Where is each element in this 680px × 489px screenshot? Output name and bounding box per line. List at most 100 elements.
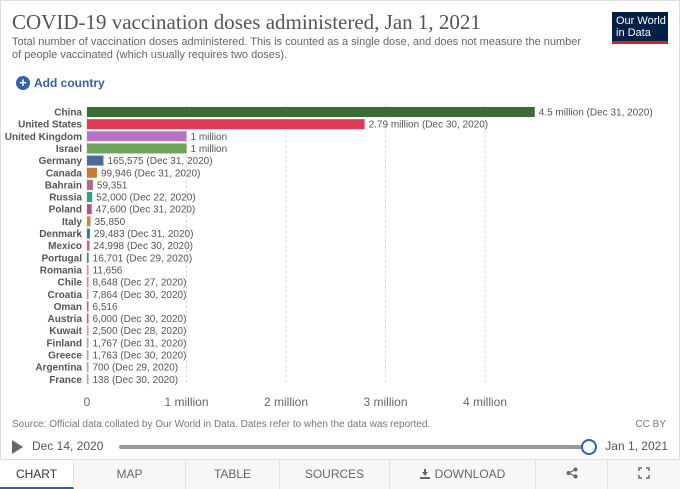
bar [87, 362, 89, 373]
add-country-label: Add country [34, 76, 105, 90]
x-tick-label: 3 million [363, 395, 407, 409]
logo-bar [612, 41, 668, 44]
tab-download[interactable]: DOWNLOAD [390, 460, 536, 489]
category-label: Germany [39, 156, 83, 167]
category-label: Denmark [39, 229, 82, 240]
value-label: 165,575 (Dec 31, 2020) [107, 156, 212, 167]
bar [87, 204, 92, 215]
bar [87, 277, 89, 288]
tab-map[interactable]: MAP [74, 460, 186, 489]
value-label: 700 (Dec 29, 2020) [93, 363, 179, 374]
tab-chart[interactable]: CHART [0, 460, 74, 489]
bar [87, 264, 89, 275]
value-label: 47,600 (Dec 31, 2020) [96, 205, 196, 216]
bar [87, 155, 104, 166]
timeline: Dec 14, 2020 Jan 1, 2021 [12, 438, 668, 456]
add-country-button[interactable]: + Add country [16, 76, 105, 90]
bar [87, 167, 97, 178]
value-label: 4.5 million (Dec 31, 2020) [539, 108, 653, 119]
bar [87, 192, 93, 203]
bar [87, 289, 89, 300]
fullscreen-icon [638, 467, 650, 479]
category-label: Russia [49, 193, 82, 204]
bar [87, 143, 187, 154]
bar [87, 301, 89, 312]
timeline-fill [119, 445, 589, 449]
owid-logo[interactable]: Our World in Data [612, 12, 668, 44]
bar [87, 179, 93, 190]
logo-line1: Our World [616, 15, 666, 27]
category-label: Mexico [48, 241, 82, 252]
value-label: 6,000 (Dec 30, 2020) [93, 314, 187, 325]
bar [87, 107, 535, 117]
share-button[interactable] [536, 460, 608, 489]
category-label: Greece [48, 351, 82, 362]
download-icon [419, 469, 430, 479]
category-label: Romania [40, 265, 83, 276]
license-link[interactable]: CC BY [635, 419, 666, 430]
category-label: China [54, 108, 82, 119]
bar [87, 228, 90, 239]
bar [87, 350, 89, 360]
share-icon [566, 467, 577, 479]
bar [87, 252, 89, 263]
tab-download-label: DOWNLOAD [434, 467, 506, 481]
tab-table[interactable]: TABLE [186, 460, 280, 489]
timeline-start-date: Dec 14, 2020 [32, 439, 104, 453]
value-label: 8,648 (Dec 27, 2020) [93, 278, 187, 289]
tab-bar: CHART MAP TABLE SOURCES DOWNLOAD [0, 459, 680, 489]
value-label: 11,656 [93, 265, 123, 276]
bar [87, 337, 89, 348]
source-note: Source: Official data collated by Our Wo… [12, 419, 431, 430]
category-label: France [49, 375, 82, 386]
value-label: 1,763 (Dec 30, 2020) [93, 351, 187, 362]
category-label: Bahrain [45, 180, 82, 191]
bar [87, 313, 89, 324]
chart-title: COVID-19 vaccination doses administered,… [12, 10, 481, 34]
value-label: 99,946 (Dec 31, 2020) [101, 168, 201, 179]
category-label: Poland [49, 205, 82, 216]
value-label: 1 million [191, 144, 228, 155]
value-label: 1,767 (Dec 31, 2020) [93, 338, 187, 349]
x-tick-label: 1 million [164, 395, 208, 409]
value-label: 2,500 (Dec 28, 2020) [93, 326, 187, 337]
value-label: 7,864 (Dec 30, 2020) [93, 290, 187, 301]
value-label: 16,701 (Dec 29, 2020) [93, 253, 193, 264]
category-label: United States [18, 120, 82, 131]
tab-sources[interactable]: SOURCES [280, 460, 390, 489]
x-tick-label: 4 million [463, 395, 507, 409]
value-label: 2.79 million (Dec 30, 2020) [369, 120, 489, 131]
category-label: Israel [56, 144, 82, 155]
category-label: Finland [46, 338, 82, 349]
value-label: 52,000 (Dec 22, 2020) [96, 193, 196, 204]
value-label: 59,351 [97, 180, 128, 191]
play-icon[interactable] [12, 440, 23, 454]
category-label: Oman [54, 302, 82, 313]
fullscreen-button[interactable] [608, 460, 680, 489]
bar-chart: 0 1 million 2 million 3 million 4 million Chi… [5, 105, 653, 409]
value-label: 6,516 [93, 302, 118, 313]
timeline-end-date: Jan 1, 2021 [605, 439, 668, 453]
bar [87, 216, 91, 227]
chart-subtitle: Total number of vaccination doses admini… [12, 36, 582, 61]
category-label: Austria [48, 314, 83, 325]
category-label: Portugal [41, 253, 82, 264]
category-label: Chile [58, 278, 83, 289]
category-label: United Kingdom [5, 132, 82, 143]
bar [87, 119, 365, 130]
category-label: Canada [46, 168, 83, 179]
bar [87, 240, 90, 251]
timeline-handle[interactable] [581, 439, 597, 455]
category-label: Croatia [48, 290, 83, 301]
value-label: 1 million [191, 132, 228, 143]
x-tick-label: 2 million [264, 395, 308, 409]
bar [87, 374, 89, 385]
timeline-track[interactable] [119, 439, 597, 455]
value-label: 29,483 (Dec 31, 2020) [94, 229, 194, 240]
category-label: Italy [62, 217, 82, 228]
bar [87, 325, 89, 336]
value-label: 35,850 [95, 217, 126, 228]
bar [87, 131, 187, 142]
logo-line2: in Data [616, 27, 651, 39]
x-tick-label: 0 [84, 395, 91, 409]
